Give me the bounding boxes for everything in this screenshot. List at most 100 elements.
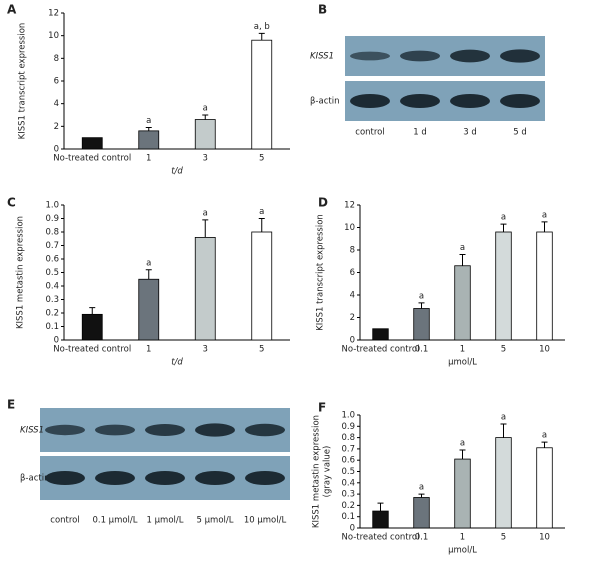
y-axis-label: KISS1 transcript expression <box>316 214 326 331</box>
blot-row-label: KISS1 <box>310 52 334 62</box>
y-tick-label: 0.4 <box>45 282 59 292</box>
y-tick-label: 10 <box>344 223 355 233</box>
panel-letter: F <box>318 401 326 415</box>
blot-band <box>195 471 235 485</box>
y-tick-label: 0.9 <box>341 422 355 432</box>
y-tick-label: 4 <box>54 99 59 109</box>
annotation: a <box>203 208 208 218</box>
panel-letter: A <box>7 3 17 17</box>
y-tick-label: 1.0 <box>341 411 355 421</box>
blot-band <box>45 424 85 436</box>
annotation: a <box>460 439 465 449</box>
bar <box>81 137 103 150</box>
lane-label: control <box>50 516 79 526</box>
blot-band <box>145 471 185 485</box>
lane-label: 1 d <box>413 128 427 138</box>
bar <box>251 231 273 341</box>
y-axis-label: KISS1 transcript expression <box>18 23 28 140</box>
y-tick-label: 0 <box>350 524 355 534</box>
y-tick-label: 0 <box>350 336 355 346</box>
y-tick-label: 0.2 <box>341 501 355 511</box>
error-bar <box>500 223 507 232</box>
blot-band <box>95 424 135 436</box>
x-tick-label: 10 <box>539 345 550 355</box>
panel-letter: C <box>7 196 16 210</box>
lane-label: 0.1 μmol/L <box>92 516 137 526</box>
blot-band <box>400 50 440 62</box>
y-tick-label: 0.4 <box>341 478 355 488</box>
x-axis-label: t/d <box>171 358 183 368</box>
y-tick-label: 0.9 <box>45 214 59 224</box>
x-axis-label: μmol/L <box>448 546 477 556</box>
x-tick-label: No-treated control <box>53 345 131 355</box>
y-tick-label: 12 <box>48 9 59 19</box>
x-tick-label: 1 <box>460 345 465 355</box>
y-tick-label: 0.8 <box>45 228 59 238</box>
blot-band <box>245 423 285 437</box>
bar <box>81 313 103 341</box>
y-tick-label: 0.5 <box>45 268 59 278</box>
error-bar <box>377 502 384 512</box>
x-tick-label: 1 <box>146 154 151 164</box>
y-tick-label: 0.1 <box>45 322 59 332</box>
bar <box>495 437 512 529</box>
bar <box>251 39 273 150</box>
y-tick-label: 12 <box>344 201 355 211</box>
bar <box>536 447 553 529</box>
error-bar <box>258 32 265 41</box>
y-axis-label: KISS1 metastin expression <box>312 415 322 528</box>
error-bar <box>459 254 466 266</box>
panel-letter: D <box>318 196 328 210</box>
error-bar <box>459 449 466 460</box>
error-bar <box>145 126 152 131</box>
error-bar <box>418 302 425 309</box>
error-bar <box>202 219 209 238</box>
bar <box>413 308 430 341</box>
bar <box>413 497 430 529</box>
annotation: a, b <box>254 22 270 32</box>
y-tick-label: 0.8 <box>341 433 355 443</box>
x-tick-label: 5 <box>259 154 264 164</box>
x-tick-label: No-treated control <box>53 154 131 164</box>
bar <box>536 231 553 341</box>
lane-label: 5 d <box>513 128 527 138</box>
blot-band <box>500 49 540 63</box>
bar <box>454 265 471 341</box>
y-tick-label: 6 <box>350 268 355 278</box>
y-tick-label: 6 <box>54 77 59 87</box>
y-tick-label: 0.6 <box>45 255 59 265</box>
x-tick-label: 0.1 <box>415 345 429 355</box>
annotation: a <box>419 483 424 493</box>
error-bar <box>89 307 96 315</box>
blot-band <box>500 94 540 108</box>
annotation: a <box>542 210 547 220</box>
annotation: a <box>501 413 506 423</box>
y-tick-label: 10 <box>48 31 59 41</box>
error-bar <box>541 441 548 448</box>
y-tick-label: 0.5 <box>341 467 355 477</box>
blot-band <box>95 471 135 485</box>
error-bar <box>418 493 425 498</box>
error-bar <box>500 423 507 438</box>
blot-band <box>145 424 185 436</box>
blot-band <box>450 94 490 108</box>
x-tick-label: 5 <box>259 345 264 355</box>
annotation: a <box>501 213 506 223</box>
blot-row-label: KISS1 <box>20 426 44 436</box>
x-tick-label: 5 <box>501 533 506 543</box>
error-bar <box>258 218 265 232</box>
x-tick-label: No-treated control <box>342 533 420 543</box>
y-tick-label: 2 <box>350 313 355 323</box>
x-tick-label: 1 <box>460 533 465 543</box>
blot-band <box>45 471 85 485</box>
bar <box>194 236 216 341</box>
x-tick-label: No-treated control <box>342 345 420 355</box>
x-axis-label: t/d <box>171 167 183 177</box>
y-tick-label: 0.2 <box>45 309 59 319</box>
panel-letter: B <box>318 3 327 17</box>
x-tick-label: 0.1 <box>415 533 429 543</box>
y-tick-label: 0.7 <box>45 241 59 251</box>
annotation: a <box>146 258 151 268</box>
y-tick-label: 0 <box>54 336 59 346</box>
y-tick-label: 0.6 <box>341 456 355 466</box>
